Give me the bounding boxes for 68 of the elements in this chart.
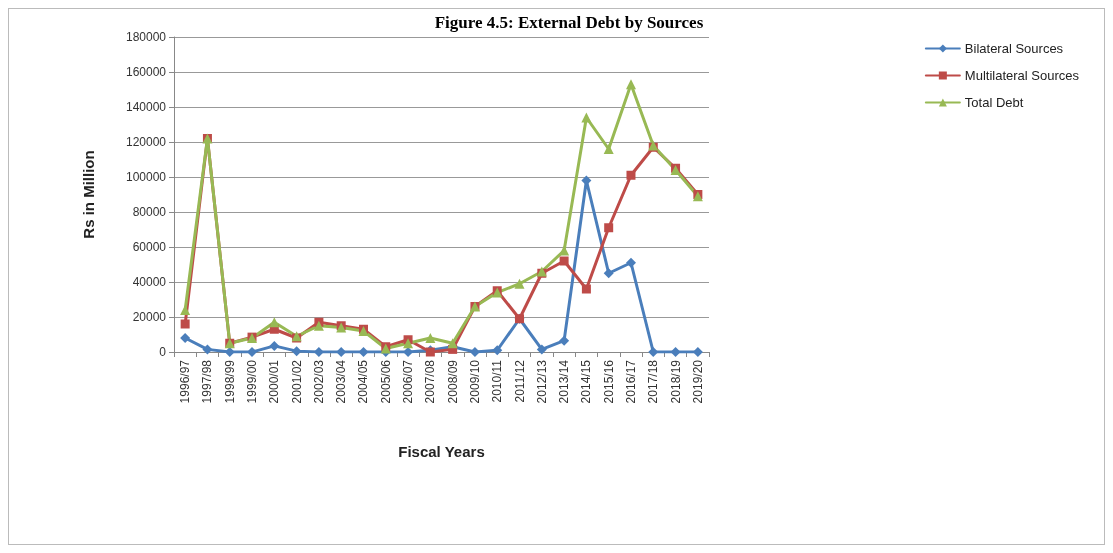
x-tick-label: 2010/11 <box>490 359 505 403</box>
point <box>626 170 636 180</box>
x-tick-label: 2013/14 <box>557 359 572 404</box>
x-tick-label: 2003/04 <box>334 359 349 404</box>
point <box>180 333 191 343</box>
y-tick-label: 100000 <box>125 170 167 184</box>
point <box>603 144 614 154</box>
y-tick-label: 80000 <box>132 205 167 219</box>
x-tick-label: 2012/13 <box>534 359 549 404</box>
point <box>180 319 190 329</box>
y-tick-label: 180000 <box>125 30 167 44</box>
y-tick-label: 60000 <box>132 240 167 254</box>
y-tick-label: 20000 <box>132 310 167 324</box>
legend-label: Bilateral Sources <box>964 41 1064 56</box>
x-tick-label: 1997/98 <box>200 359 215 404</box>
legend-label: Total Debt <box>964 95 1024 110</box>
point <box>604 223 614 233</box>
x-tick-label: 2016/17 <box>623 359 638 404</box>
point <box>358 347 369 357</box>
x-tick-label: 1999/00 <box>245 359 260 404</box>
x-tick-label: 2017/18 <box>646 359 661 404</box>
point <box>180 305 191 315</box>
y-tick-label: 160000 <box>125 65 167 79</box>
point <box>581 284 591 294</box>
point <box>202 344 213 355</box>
legend-label: Multilateral Sources <box>964 68 1080 83</box>
point <box>559 245 570 256</box>
x-tick-label: 1998/99 <box>222 359 237 404</box>
point <box>492 345 503 356</box>
x-tick-label: 2001/02 <box>289 359 304 404</box>
point <box>625 257 636 268</box>
point <box>559 335 570 346</box>
y-tick-label: 40000 <box>132 275 167 289</box>
point <box>536 344 547 355</box>
x-tick-label: 2007/08 <box>423 359 438 404</box>
point <box>603 268 614 279</box>
point <box>313 320 324 331</box>
point <box>403 338 414 349</box>
x-tick-label: 2009/10 <box>467 359 482 404</box>
point <box>247 347 258 357</box>
point <box>425 333 436 343</box>
x-tick-label: 2002/03 <box>311 359 326 404</box>
point <box>559 256 569 266</box>
x-tick-label: 2015/16 <box>601 359 616 404</box>
x-tick-label: 2008/09 <box>445 359 460 404</box>
x-tick-label: 2019/20 <box>690 359 705 404</box>
point <box>291 346 302 357</box>
point <box>269 340 280 351</box>
point <box>625 79 636 90</box>
point <box>514 278 525 289</box>
x-tick-label: 2014/15 <box>579 359 594 404</box>
x-tick-label: 2018/19 <box>668 359 683 404</box>
y-tick-label: 120000 <box>125 135 167 149</box>
x-tick-label: 2011/12 <box>512 359 527 403</box>
point <box>670 347 681 357</box>
chart-title: Figure 4.5: External Debt by Sources <box>434 13 704 32</box>
y-axis-title: Rs in Million <box>80 150 97 239</box>
x-tick-label: 2006/07 <box>401 359 416 404</box>
x-tick-label: 2004/05 <box>356 359 371 404</box>
point <box>269 317 280 328</box>
x-tick-label: 2000/01 <box>267 359 282 404</box>
x-tick-label: 2005/06 <box>378 359 393 404</box>
point <box>581 112 592 123</box>
x-tick-label: 1996/97 <box>178 359 193 404</box>
point <box>469 347 480 357</box>
x-axis-title: Fiscal Years <box>398 443 485 460</box>
y-tick-label: 0 <box>159 345 167 359</box>
y-tick-label: 140000 <box>125 100 167 114</box>
